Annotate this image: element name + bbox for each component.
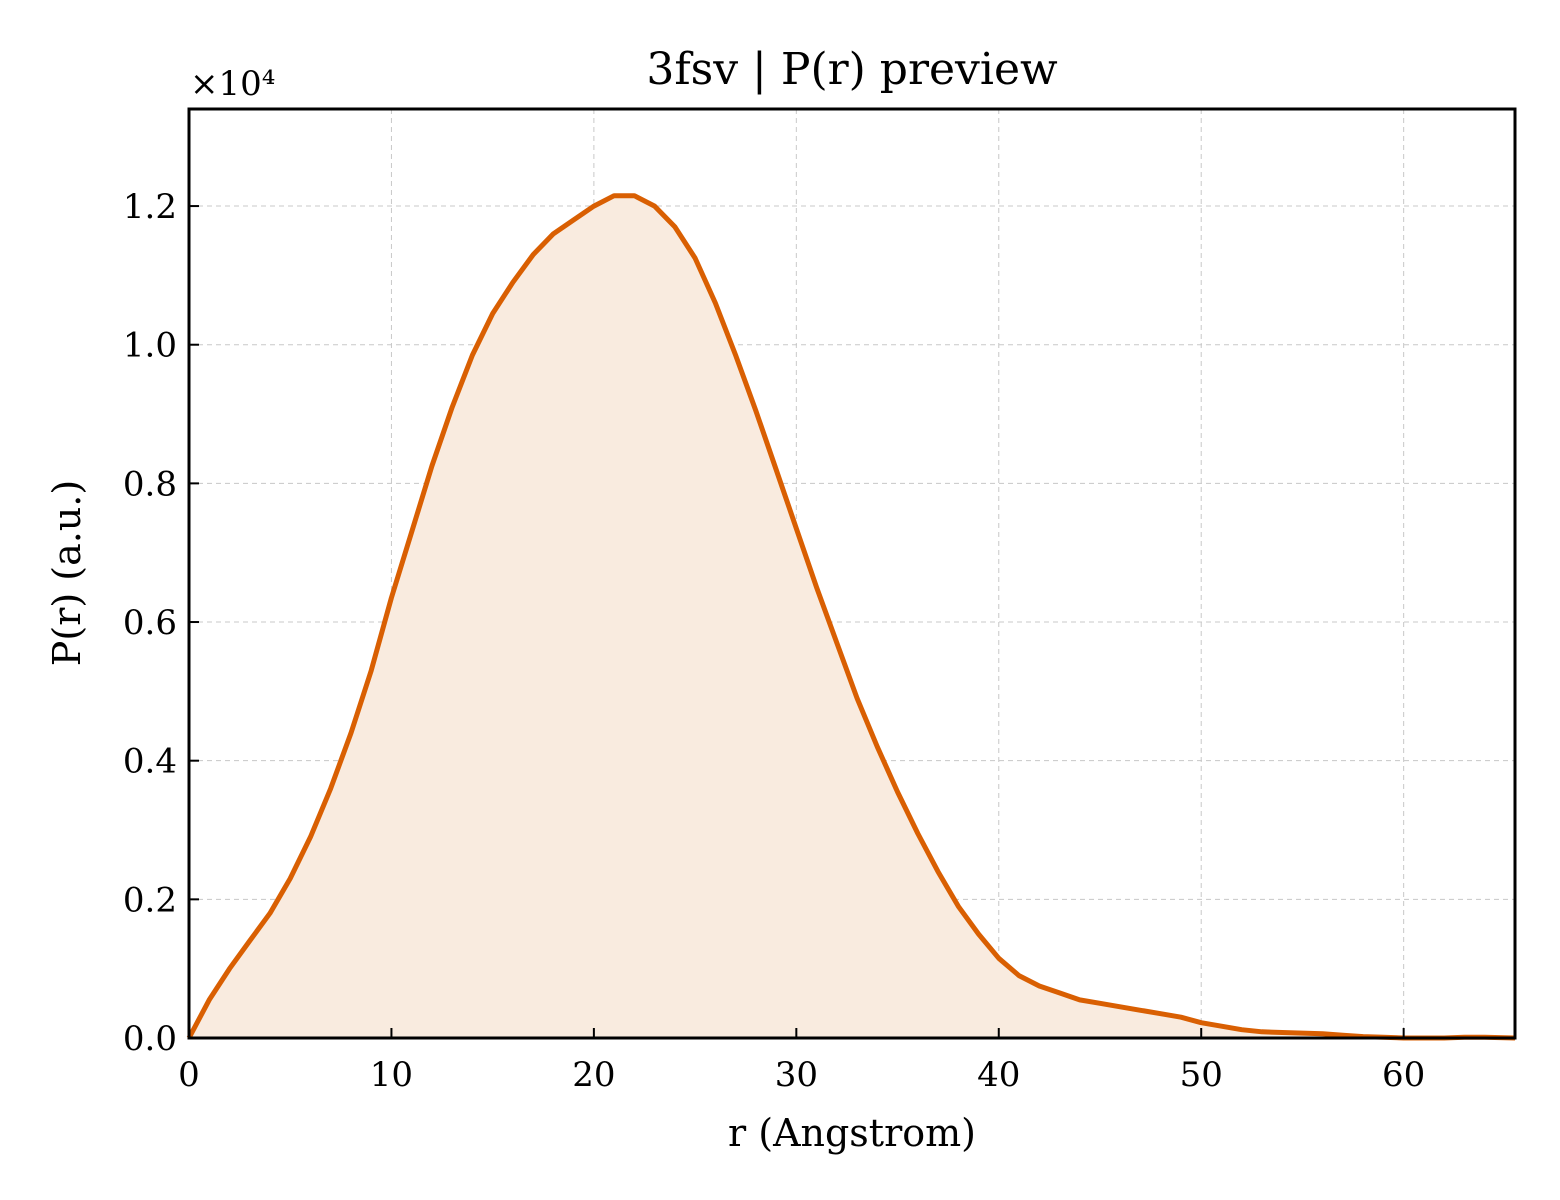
x-tick-label: 10: [370, 1055, 413, 1095]
x-tick-label: 60: [1382, 1055, 1425, 1095]
y-tick-label: 1.2: [123, 187, 177, 227]
x-tick-label: 50: [1180, 1055, 1223, 1095]
pr-area-fill: [189, 195, 1515, 1038]
y-axis-label: P(r) (a.u.): [45, 480, 89, 666]
y-axis-multiplier: ×10⁴: [190, 64, 275, 104]
y-tick-label: 0.4: [123, 742, 177, 782]
y-tick-label: 1.0: [123, 326, 177, 366]
x-tick-label: 0: [178, 1055, 200, 1095]
y-tick-label: 0.2: [123, 880, 177, 920]
x-axis-ticks: 0 10 20 30 40 50 60: [178, 1028, 1425, 1095]
y-tick-label: 0.8: [123, 464, 177, 504]
chart-title: 3fsv | P(r) preview: [646, 44, 1058, 95]
y-tick-label: 0.0: [123, 1019, 177, 1059]
plot-frame: [187, 107, 1517, 1040]
pr-series-line: [186, 193, 1516, 1041]
y-tick-label: 0.6: [123, 603, 177, 643]
x-tick-label: 40: [977, 1055, 1020, 1095]
x-tick-label: 20: [572, 1055, 615, 1095]
x-tick-label: 30: [775, 1055, 818, 1095]
x-axis-label: r (Angstrom): [728, 1111, 976, 1155]
y-axis-ticks: 0.0 0.2 0.4 0.6 0.8 1.0 1.2: [123, 187, 199, 1059]
